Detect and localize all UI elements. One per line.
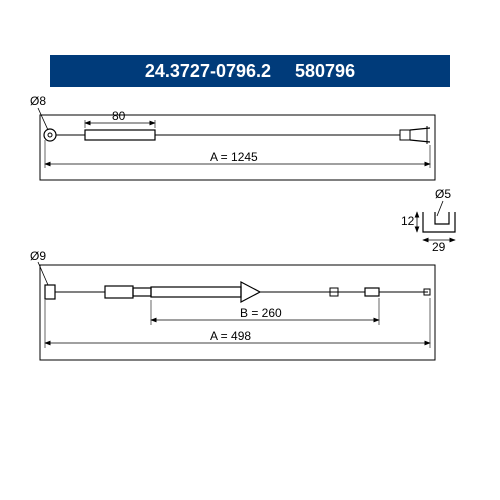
- d1-diameter-label: Ø8: [30, 94, 46, 108]
- d1-seg-len: 80: [112, 109, 126, 123]
- ef-height: 12: [401, 214, 415, 228]
- end-fitting-detail: Ø5 12 29: [401, 187, 455, 254]
- ef-width: 29: [432, 240, 446, 254]
- d1-total-len: A = 1245: [210, 150, 258, 164]
- d1-clevis: [400, 126, 430, 144]
- part-number: 24.3727-0796.2: [145, 61, 271, 82]
- drawing-1: Ø8 80 A = 1245: [30, 94, 435, 180]
- d2-seg-b: B = 260: [240, 306, 282, 320]
- d2-diameter-label: Ø9: [30, 249, 46, 263]
- technical-drawing: Ø8 80 A = 1245 Ø5 12: [30, 90, 470, 410]
- ef-dia: Ø5: [435, 187, 451, 201]
- part-code: 580796: [295, 61, 355, 82]
- header-bar: 24.3727-0796.2 580796: [50, 55, 450, 87]
- drawing-2: Ø9 B = 260 A = 498: [30, 249, 435, 360]
- d2-total-len: A = 498: [210, 329, 251, 343]
